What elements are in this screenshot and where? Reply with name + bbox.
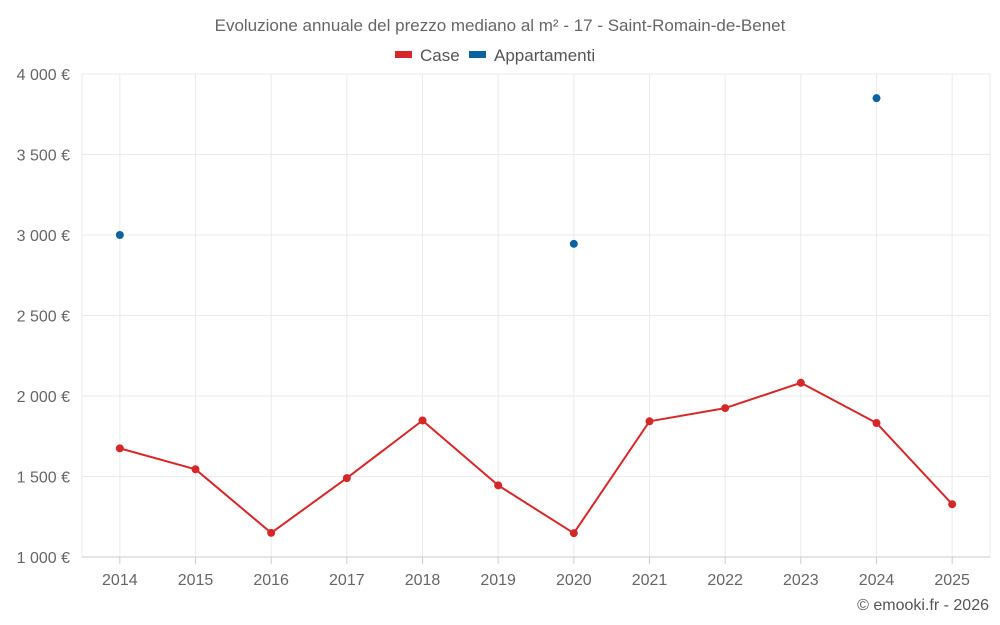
y-tick-label: 4 000 € (17, 67, 70, 84)
data-point-case-2018[interactable] (418, 416, 427, 425)
x-tick-label: 2019 (480, 572, 516, 589)
data-point-case-2016[interactable] (267, 528, 276, 537)
data-point-case-2019[interactable] (494, 481, 503, 490)
grid (81, 73, 991, 558)
legend: Case Appartamenti (395, 46, 595, 65)
chart-title: Evoluzione annuale del prezzo mediano al… (215, 16, 786, 35)
data-point-case-2020[interactable] (569, 529, 578, 538)
data-point-case-2023[interactable] (796, 378, 805, 387)
x-tick-label: 2023 (783, 572, 819, 589)
x-tick-label: 2018 (405, 572, 441, 589)
legend-label-appartamenti: Appartamenti (494, 46, 595, 65)
legend-item-case[interactable]: Case (395, 46, 460, 65)
y-tick-label: 3 500 € (17, 148, 70, 165)
y-axis-ticks: 1 000 € 1 500 € 2 000 € 2 500 € 3 000 € 3 500… (17, 67, 70, 567)
data-point-case-2015[interactable] (191, 465, 200, 474)
credit-text: © emooki.fr - 2026 (857, 597, 989, 614)
x-tick-label: 2025 (934, 572, 970, 589)
legend-label-case: Case (420, 46, 460, 65)
x-axis-ticks: 2014 2015 2016 2017 2018 2019 2020 2021 2022 2023… (102, 557, 970, 589)
data-point-case-2021[interactable] (645, 417, 654, 426)
data-point-appartamenti-2020[interactable] (569, 239, 578, 248)
y-tick-label: 2 500 € (17, 309, 70, 326)
y-tick-label: 1 000 € (17, 550, 70, 567)
data-point-appartamenti-2014[interactable] (115, 231, 124, 239)
data-point-case-2017[interactable] (342, 474, 351, 483)
data-point-case-2025[interactable] (948, 500, 957, 509)
series-case (115, 378, 957, 538)
data-point-case-2024[interactable] (872, 419, 881, 428)
x-tick-label: 2014 (102, 572, 138, 589)
y-tick-label: 3 000 € (17, 228, 70, 245)
series-line-case (119, 381, 953, 535)
x-tick-label: 2016 (253, 572, 289, 589)
series-appartamenti (115, 94, 881, 248)
legend-item-appartamenti[interactable]: Appartamenti (469, 46, 595, 65)
x-tick-label: 2017 (329, 572, 365, 589)
x-tick-label: 2024 (859, 572, 895, 589)
x-tick-label: 2015 (178, 572, 214, 589)
legend-swatch-appartamenti (469, 51, 486, 58)
data-point-appartamenti-2024[interactable] (872, 94, 881, 103)
x-tick-label: 2020 (556, 572, 592, 589)
series (115, 94, 957, 538)
y-tick-label: 2 000 € (17, 389, 70, 406)
x-tick-label: 2022 (707, 572, 743, 589)
x-tick-label: 2021 (632, 572, 668, 589)
y-tick-label: 1 500 € (17, 470, 70, 487)
data-point-case-2022[interactable] (721, 404, 730, 413)
legend-swatch-case (395, 51, 412, 58)
data-point-case-2014[interactable] (115, 444, 124, 453)
